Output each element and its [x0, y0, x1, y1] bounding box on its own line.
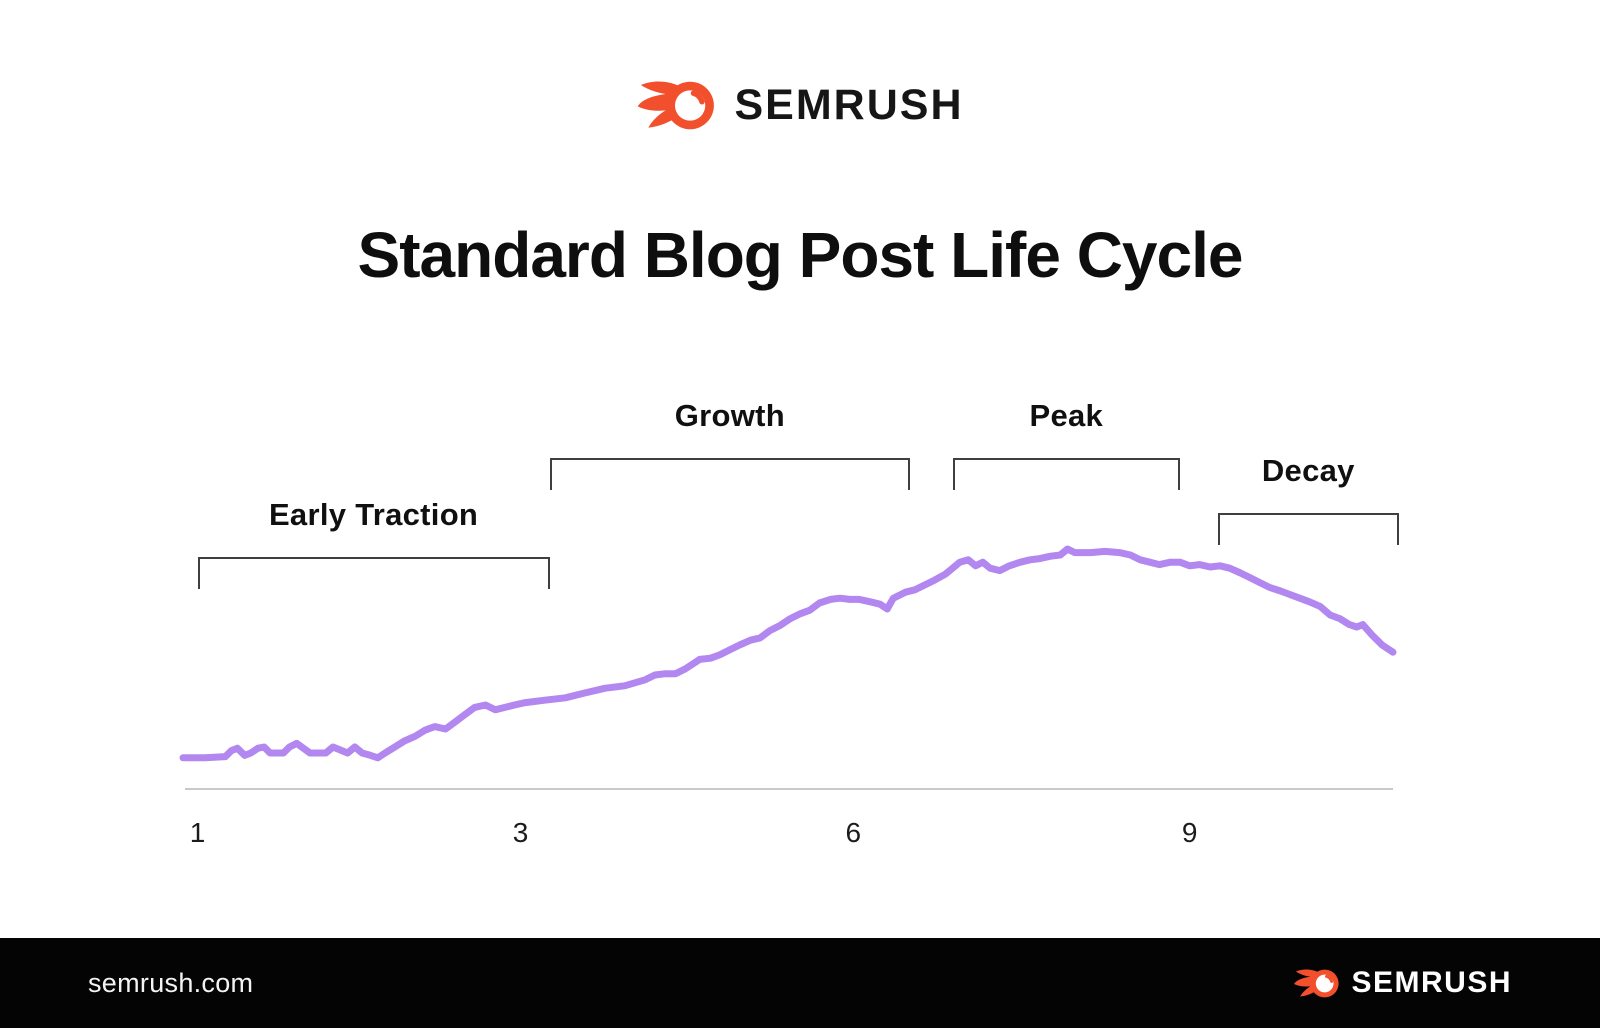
phase-bracket	[952, 458, 1181, 490]
phase-label: Growth	[674, 398, 786, 433]
footer-bar: semrush.com SEMRUSH	[0, 938, 1600, 1028]
page-title: Standard Blog Post Life Cycle	[357, 219, 1244, 291]
footer-brand-wordmark: SEMRUSH	[1351, 966, 1512, 999]
phase-bracket	[1217, 513, 1400, 545]
phase-label: Peak	[1029, 398, 1104, 433]
x-axis-line	[185, 788, 1393, 790]
brand-wordmark: SEMRUSH	[734, 81, 964, 129]
phase-bracket	[197, 557, 550, 589]
traffic-curve	[179, 545, 1397, 762]
header-brand-logo: SEMRUSH	[0, 76, 1600, 135]
x-tick-label: 9	[1181, 817, 1198, 848]
footer-brand-logo: SEMRUSH	[1293, 966, 1512, 1001]
x-tick-label: 3	[512, 817, 529, 848]
phase-bracket	[549, 458, 911, 490]
semrush-comet-icon	[638, 81, 715, 130]
x-tick-label: 1	[189, 817, 206, 848]
phase-label: Early Traction	[268, 497, 479, 532]
x-tick-label: 6	[845, 817, 862, 848]
footer-url: semrush.com	[88, 967, 254, 998]
traffic-curve-line	[179, 545, 1397, 762]
phase-label: Decay	[1261, 453, 1355, 488]
semrush-comet-icon	[1294, 968, 1340, 997]
